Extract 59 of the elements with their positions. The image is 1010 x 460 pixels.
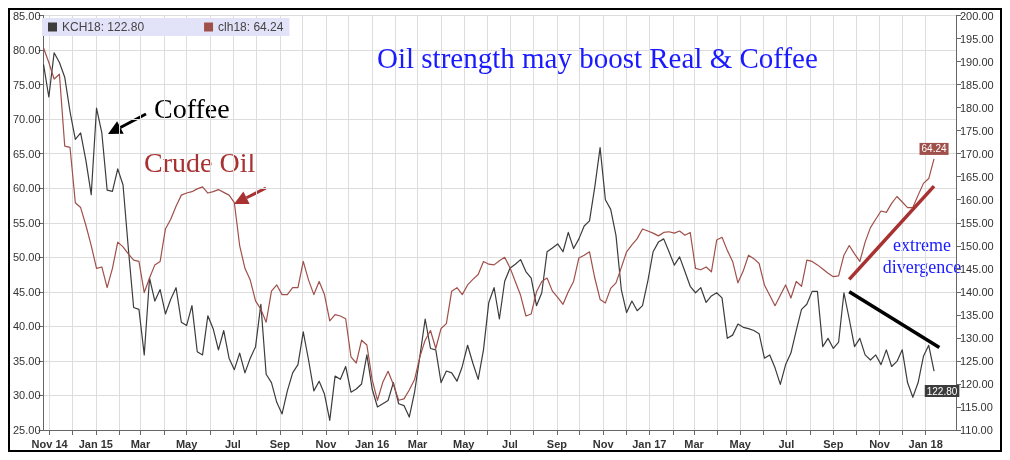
data-label: 122.80 <box>926 385 958 397</box>
text: Oil strength may boost Real & Coffee <box>377 41 818 74</box>
y2-tick-label: 130.00 <box>960 331 994 344</box>
x-tick-label: Jan 17 <box>632 437 667 450</box>
x-tick-label: Mar <box>407 437 429 450</box>
annotation: Crude Oil <box>144 146 256 178</box>
x-tick-label: Jan 16 <box>355 437 390 450</box>
y-tick-label: 85.00 <box>13 9 41 22</box>
y-tick-label: 25.00 <box>13 424 41 436</box>
y2-tick-label: 170.00 <box>960 147 994 160</box>
x-tick-label: Mar <box>684 437 705 450</box>
y2-tick-label: 195.00 <box>960 32 994 45</box>
y2-tick-label: 150.00 <box>960 239 994 252</box>
y2-tick-label: 155.00 <box>960 216 994 229</box>
legend-label: KCH18: 122.80 <box>62 20 145 34</box>
x-tick-label: Mar <box>130 437 151 450</box>
x-tick-label: Nov <box>869 437 891 450</box>
x-tick-label: Sep <box>823 437 844 450</box>
y2-tick-label: 125.00 <box>960 354 994 367</box>
x-tick-label: Jan 15 <box>78 437 113 450</box>
x-tick-label: May <box>175 437 199 450</box>
annotation: Coffee <box>154 92 230 124</box>
y-tick-label: 40.00 <box>13 320 41 333</box>
y-tick-label: 45.00 <box>13 285 41 298</box>
x-tick-label: Jul <box>224 437 241 450</box>
x-tick-label: Sep <box>546 437 568 450</box>
x-tick-label: Nov 14 <box>31 437 69 450</box>
y2-tick-label: 165.00 <box>960 170 994 183</box>
y2-tick-label: 115.00 <box>960 400 993 413</box>
y-tick-label: 65.00 <box>13 147 41 160</box>
y-tick-label: 75.00 <box>13 78 41 91</box>
x-tick-label: Sep <box>269 437 291 450</box>
data-label: 64.24 <box>921 143 947 155</box>
y2-tick-label: 110.00 <box>960 424 993 436</box>
y2-tick-label: 185.00 <box>960 78 994 91</box>
y2-tick-label: 145.00 <box>960 262 994 275</box>
y-tick-label: 80.00 <box>13 44 41 57</box>
y2-tick-label: 160.00 <box>960 193 994 206</box>
y-tick-label: 50.00 <box>13 251 41 264</box>
x-tick-label: Jul <box>502 437 518 450</box>
x-tick-label: May <box>453 437 476 450</box>
x-tick-label: May <box>729 437 752 450</box>
y2-tick-label: 140.00 <box>960 285 994 298</box>
y2-tick-label: 120.00 <box>960 377 994 390</box>
y-tick-label: 30.00 <box>13 389 41 402</box>
y2-tick-label: 135.00 <box>960 308 994 321</box>
x-tick-label: Nov <box>592 437 615 450</box>
legend-label: clh18: 64.24 <box>218 20 284 34</box>
y2-tick-label: 200.00 <box>960 9 994 22</box>
y2-tick-label: 190.00 <box>960 55 994 68</box>
x-tick-label: Jul <box>778 437 795 450</box>
y2-tick-label: 180.00 <box>960 101 994 114</box>
x-tick-label: Nov <box>315 437 338 450</box>
y-tick-label: 60.00 <box>13 182 41 195</box>
y-tick-label: 55.00 <box>13 216 41 229</box>
y-tick-label: 35.00 <box>13 354 41 367</box>
y2-tick-label: 175.00 <box>960 124 994 137</box>
x-tick-label: Jan 18 <box>908 437 943 450</box>
y-tick-label: 70.00 <box>13 113 41 126</box>
